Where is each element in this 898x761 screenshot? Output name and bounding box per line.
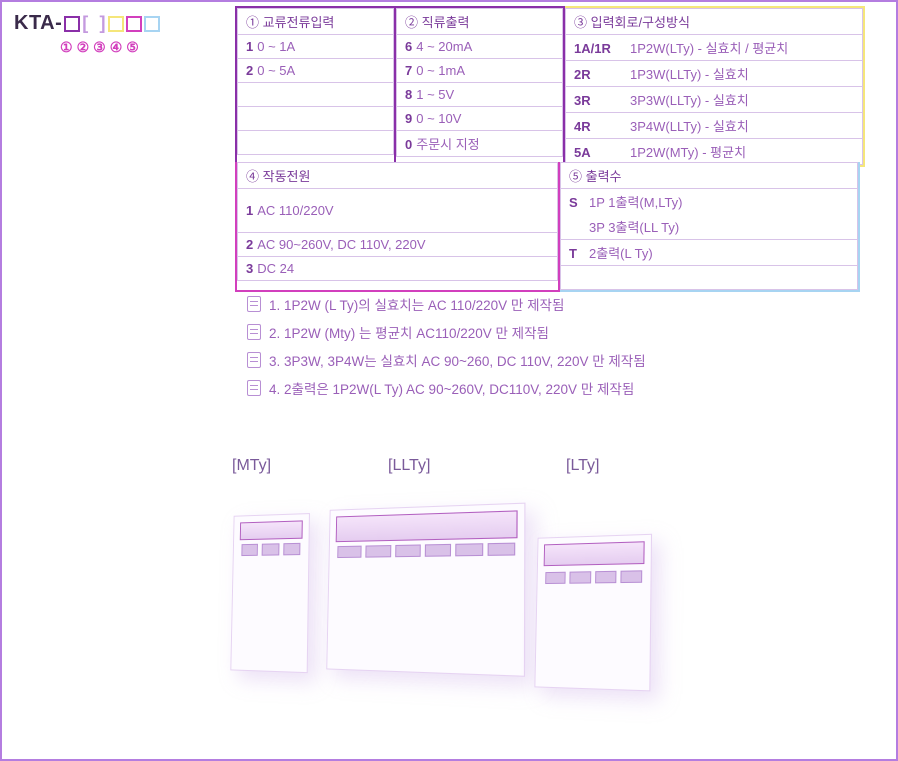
table-row: 81 ~ 5V <box>397 83 563 107</box>
table-row: 0주문시 지정 <box>397 131 563 157</box>
table-row: 3P 3출력(LL Ty) <box>561 214 858 240</box>
section-1-title: ① 교류전류입력 <box>238 9 394 35</box>
document-icon <box>247 352 261 368</box>
device-mty-illustration <box>230 513 310 673</box>
table-power: ④ 작동전원 1AC 110/220V 2AC 90~260V, DC 110V… <box>237 162 558 281</box>
table-row: 2R1P3W(LLTy) - 실효치 <box>566 61 863 87</box>
table-row <box>238 107 394 131</box>
circle-3: ③ <box>93 39 106 56</box>
table-row: 90 ~ 10V <box>397 107 563 131</box>
product-label: [LTy] <box>566 457 600 475</box>
table-row: 64 ~ 20mA <box>397 35 563 59</box>
table-row: T2출력(L Ty) <box>561 240 858 266</box>
model-header: KTA- [ ] ① ② ③ ④ ⑤ <box>14 12 160 56</box>
note-text: 1. 1P2W (L Ty)의 실효치는 AC 110/220V 만 제작됨 <box>269 294 564 314</box>
product-llty: [LLTy] <box>328 457 518 669</box>
slot-space <box>90 16 97 31</box>
note-item: 2. 1P2W (Mty) 는 평균치 AC110/220V 만 제작됨 <box>247 322 646 342</box>
slot-5-box <box>144 16 160 32</box>
section-2: ② 직류출력 64 ~ 20mA 70 ~ 1mA 81 ~ 5V 90 ~ 1… <box>396 6 565 167</box>
document-icon <box>247 324 261 340</box>
note-item: 1. 1P2W (L Ty)의 실효치는 AC 110/220V 만 제작됨 <box>247 294 646 314</box>
note-item: 3. 3P3W, 3P4W는 실효치 AC 90~260, DC 110V, 2… <box>247 350 646 370</box>
bracket-left: [ <box>82 13 88 34</box>
table-row: 20 ~ 5A <box>238 59 394 83</box>
model-prefix: KTA- <box>14 12 62 35</box>
device-lty-illustration <box>534 534 652 692</box>
table-row <box>238 83 394 107</box>
section-3-title: ③ 입력회로/구성방식 <box>566 9 863 35</box>
section-5-title: ⑤ 출력수 <box>561 163 858 189</box>
slot-1-box <box>64 16 80 32</box>
section-5: ⑤ 출력수 S1P 1출력(M,LTy) 3P 3출력(LL Ty) T2출력(… <box>560 162 860 292</box>
table-row: 1AC 110/220V <box>238 189 558 233</box>
circle-2: ② <box>77 39 90 56</box>
table-row: 3DC 24 <box>238 257 558 281</box>
table-row: S1P 1출력(M,LTy) <box>561 189 858 215</box>
model-code-row: KTA- [ ] <box>14 12 160 35</box>
table-row: 3R3P3W(LLTy) - 실효치 <box>566 87 863 113</box>
table-row: 5A1P2W(MTy) - 평균치 <box>566 139 863 165</box>
table-row <box>238 131 394 155</box>
section-2-title: ② 직류출력 <box>397 9 563 35</box>
table-row: 2AC 90~260V, DC 110V, 220V <box>238 233 558 257</box>
table-row: 70 ~ 1mA <box>397 59 563 83</box>
bottom-tables: ④ 작동전원 1AC 110/220V 2AC 90~260V, DC 110V… <box>235 162 860 292</box>
product-lty: [LTy] <box>536 457 651 687</box>
table-row: 10 ~ 1A <box>238 35 394 59</box>
bracket-right: ] <box>100 13 106 34</box>
table-row: 4R3P4W(LLTy) - 실효치 <box>566 113 863 139</box>
table-dc-output: ② 직류출력 64 ~ 20mA 70 ~ 1mA 81 ~ 5V 90 ~ 1… <box>396 8 563 157</box>
note-text: 4. 2출력은 1P2W(L Ty) AC 90~260V, DC110V, 2… <box>269 378 634 398</box>
product-mty: [MTy] <box>232 457 310 670</box>
section-1: ① 교류전류입력 10 ~ 1A 20 ~ 5A <box>235 6 396 167</box>
section-3: ③ 입력회로/구성방식 1A/1R1P2W(LTy) - 실효치 / 평균치 2… <box>565 6 865 167</box>
notes-list: 1. 1P2W (L Ty)의 실효치는 AC 110/220V 만 제작됨 2… <box>247 294 646 398</box>
note-text: 3. 3P3W, 3P4W는 실효치 AC 90~260, DC 110V, 2… <box>269 350 646 370</box>
product-row: [MTy] [LLTy] [LTy] <box>232 457 651 687</box>
device-llty-illustration <box>326 503 525 677</box>
slot-4-box <box>126 16 142 32</box>
table-ac-input: ① 교류전류입력 10 ~ 1A 20 ~ 5A <box>237 8 394 155</box>
product-label: [MTy] <box>232 457 271 475</box>
table-row <box>561 266 858 290</box>
slot-3-box <box>108 16 124 32</box>
circle-4: ④ <box>110 39 123 56</box>
table-row: 1A/1R1P2W(LTy) - 실효치 / 평균치 <box>566 35 863 61</box>
circle-labels-row: ① ② ③ ④ ⑤ <box>60 39 160 56</box>
product-label: [LLTy] <box>388 457 430 475</box>
circle-5: ⑤ <box>126 39 139 56</box>
top-tables: ① 교류전류입력 10 ~ 1A 20 ~ 5A ② 직류출력 64 ~ 20m… <box>235 6 865 167</box>
note-item: 4. 2출력은 1P2W(L Ty) AC 90~260V, DC110V, 2… <box>247 378 646 398</box>
section-4-title: ④ 작동전원 <box>238 163 558 189</box>
circle-1: ① <box>60 39 73 56</box>
section-4: ④ 작동전원 1AC 110/220V 2AC 90~260V, DC 110V… <box>235 162 560 292</box>
document-icon <box>247 380 261 396</box>
table-input-circuit: ③ 입력회로/구성방식 1A/1R1P2W(LTy) - 실효치 / 평균치 2… <box>565 8 863 165</box>
table-output-count: ⑤ 출력수 S1P 1출력(M,LTy) 3P 3출력(LL Ty) T2출력(… <box>560 162 858 290</box>
document-icon <box>247 296 261 312</box>
note-text: 2. 1P2W (Mty) 는 평균치 AC110/220V 만 제작됨 <box>269 322 549 342</box>
